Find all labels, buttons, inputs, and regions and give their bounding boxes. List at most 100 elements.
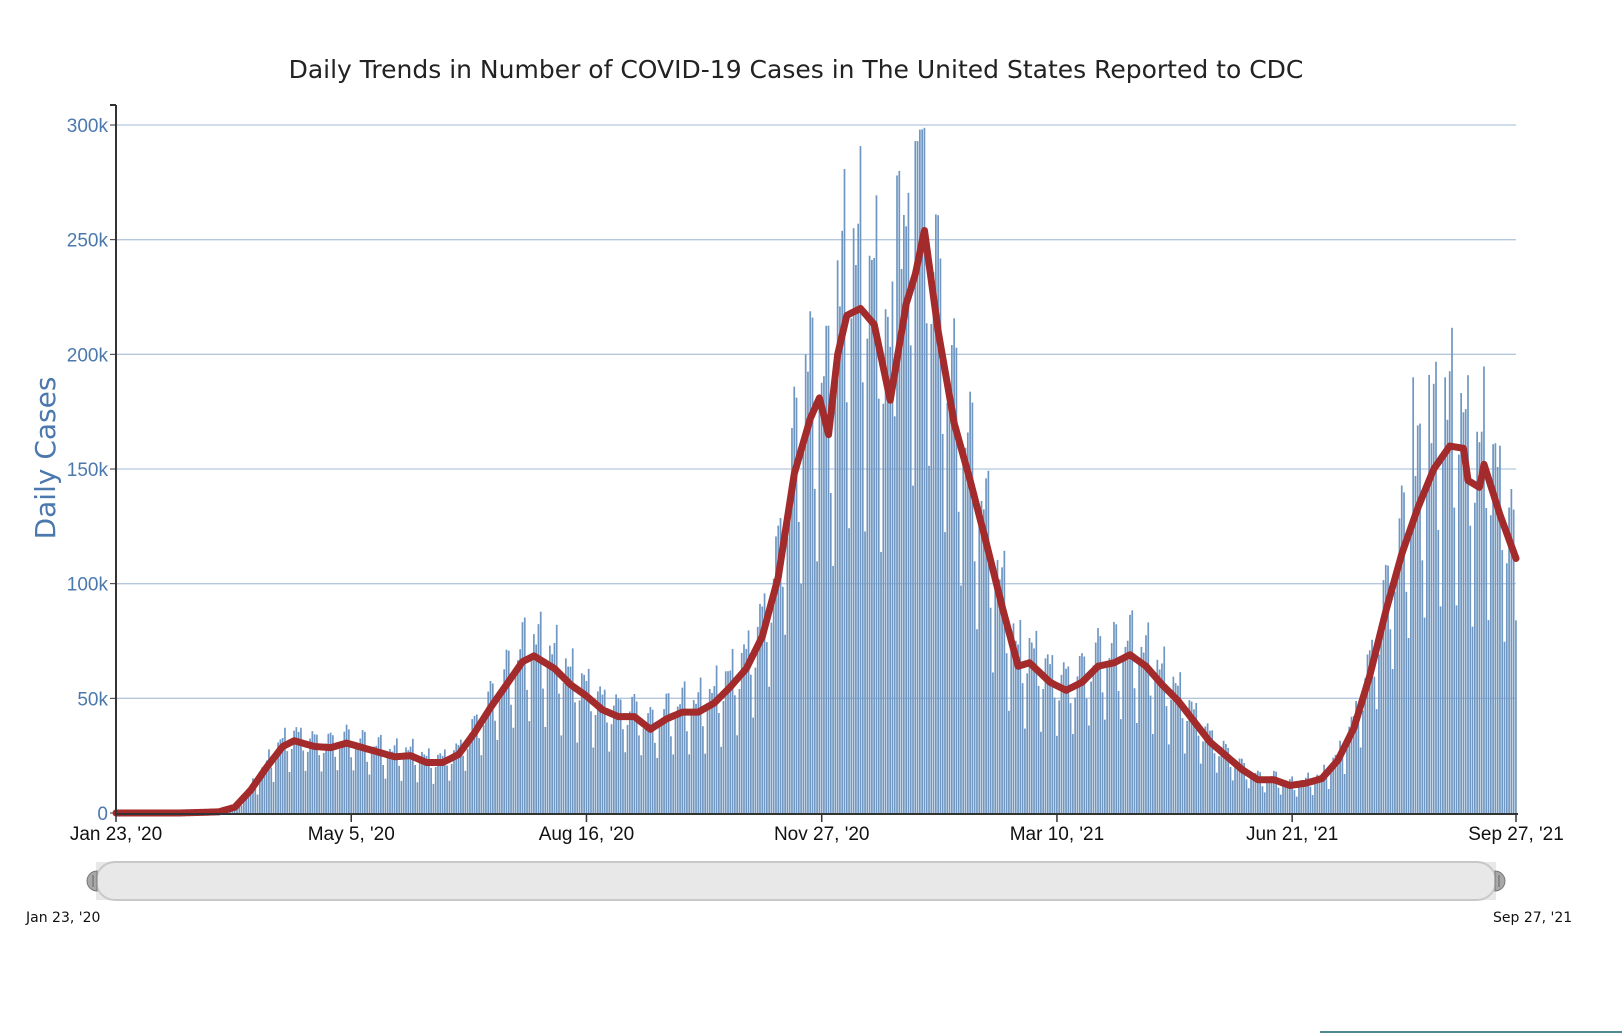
daily-case-bar (1106, 667, 1108, 813)
daily-case-bar (1190, 701, 1193, 813)
daily-case-bar (624, 752, 627, 813)
daily-case-bar (1355, 701, 1357, 813)
daily-case-bar (1410, 533, 1412, 813)
daily-case-bar (1122, 657, 1124, 813)
daily-case-bar (496, 740, 499, 813)
daily-case-bar (1485, 508, 1488, 813)
daily-case-bar (306, 751, 309, 813)
daily-case-bar (777, 525, 780, 813)
daily-case-bar (396, 738, 398, 813)
daily-case-bar (498, 698, 501, 813)
daily-case-bar (797, 521, 800, 813)
daily-case-bar (916, 141, 919, 814)
daily-case-bar (311, 731, 314, 813)
daily-case-bar (1307, 772, 1309, 813)
daily-case-bar (891, 281, 894, 813)
daily-case-bar (893, 416, 896, 813)
daily-case-bar (542, 688, 544, 813)
daily-case-bar (1072, 733, 1074, 813)
daily-case-bar (1419, 423, 1421, 813)
handle-grip-icon (1494, 870, 1506, 892)
daily-case-bar (1505, 563, 1508, 813)
daily-case-bar (1135, 722, 1138, 813)
daily-case-bar (1389, 629, 1392, 813)
daily-case-bar (1097, 628, 1099, 813)
daily-case-bar (555, 624, 558, 813)
daily-case-bar (1455, 605, 1458, 813)
daily-case-bar (647, 713, 649, 813)
daily-case-bar (802, 452, 805, 813)
daily-case-bar (800, 583, 802, 813)
daily-case-bar (423, 754, 426, 813)
daily-case-bar (638, 735, 640, 813)
daily-case-bar (1195, 703, 1198, 813)
daily-case-bar (1311, 795, 1314, 813)
daily-case-bar (825, 325, 828, 813)
navigator-left-handle[interactable] (86, 870, 98, 892)
daily-case-bar (537, 624, 540, 813)
daily-case-bar (526, 689, 528, 813)
daily-case-bar (912, 485, 914, 813)
daily-case-bar (1154, 678, 1156, 813)
daily-case-bar (889, 346, 892, 813)
daily-case-bar (535, 644, 538, 813)
daily-case-bar (327, 733, 330, 813)
daily-case-bar (587, 668, 590, 813)
daily-case-bar (402, 757, 405, 813)
daily-case-bar (263, 765, 266, 813)
daily-case-bar (855, 264, 857, 814)
daily-case-bar (1375, 709, 1378, 813)
daily-case-bar (571, 648, 574, 813)
daily-case-bar (1243, 763, 1246, 813)
daily-case-bar (1469, 525, 1472, 813)
daily-case-bar (1149, 695, 1152, 813)
daily-case-bar (1078, 655, 1081, 813)
daily-case-bar (391, 751, 394, 813)
daily-case-bar (1060, 674, 1063, 813)
daily-case-bar (919, 129, 921, 814)
daily-case-bar (450, 763, 453, 813)
daily-case-bar (546, 665, 549, 813)
navigator-right-handle[interactable] (1494, 870, 1506, 892)
daily-case-bar (1165, 706, 1168, 813)
daily-case-bar (1284, 781, 1287, 813)
daily-case-bar (1327, 788, 1330, 813)
daily-case-bar (297, 731, 300, 813)
daily-case-bar (1343, 774, 1346, 813)
daily-case-bar (1083, 656, 1086, 813)
daily-case-bar (939, 258, 942, 813)
y-tick-label: 200k (67, 345, 109, 366)
daily-case-bar (594, 715, 597, 813)
daily-case-bar (553, 642, 556, 813)
daily-case-bar (261, 767, 263, 813)
daily-case-bar (416, 782, 419, 813)
daily-case-bar (1473, 502, 1476, 813)
navigator-selection[interactable] (95, 861, 1497, 901)
daily-case-bar (1206, 723, 1209, 813)
daily-case-bar (1193, 709, 1195, 813)
daily-case-bar (1026, 673, 1029, 813)
daily-case-bar (1179, 672, 1182, 813)
daily-case-bar (1012, 623, 1015, 813)
daily-case-bar (823, 376, 825, 813)
daily-case-bar (761, 606, 764, 813)
daily-case-bar (1273, 770, 1275, 813)
daily-case-bar (480, 755, 483, 813)
daily-case-bar (459, 739, 462, 813)
daily-case-bar (1494, 443, 1497, 813)
daily-case-bar (434, 767, 437, 813)
daily-case-bar (1442, 454, 1444, 813)
daily-case-bar (1400, 485, 1403, 813)
daily-case-bar (338, 748, 341, 813)
daily-case-bar (1014, 640, 1017, 813)
daily-case-bar (1067, 666, 1070, 813)
daily-case-bar (1003, 550, 1006, 813)
daily-case-bar (1446, 419, 1449, 813)
daily-case-bar (466, 749, 469, 813)
daily-case-bar (1117, 691, 1120, 813)
daily-case-bar (386, 754, 389, 813)
daily-case-bar (921, 129, 923, 814)
daily-case-bar (1019, 620, 1022, 813)
range-navigator[interactable]: Jan 23, '20 Sep 27, '21 (25, 861, 1572, 926)
daily-case-bar (533, 634, 535, 813)
